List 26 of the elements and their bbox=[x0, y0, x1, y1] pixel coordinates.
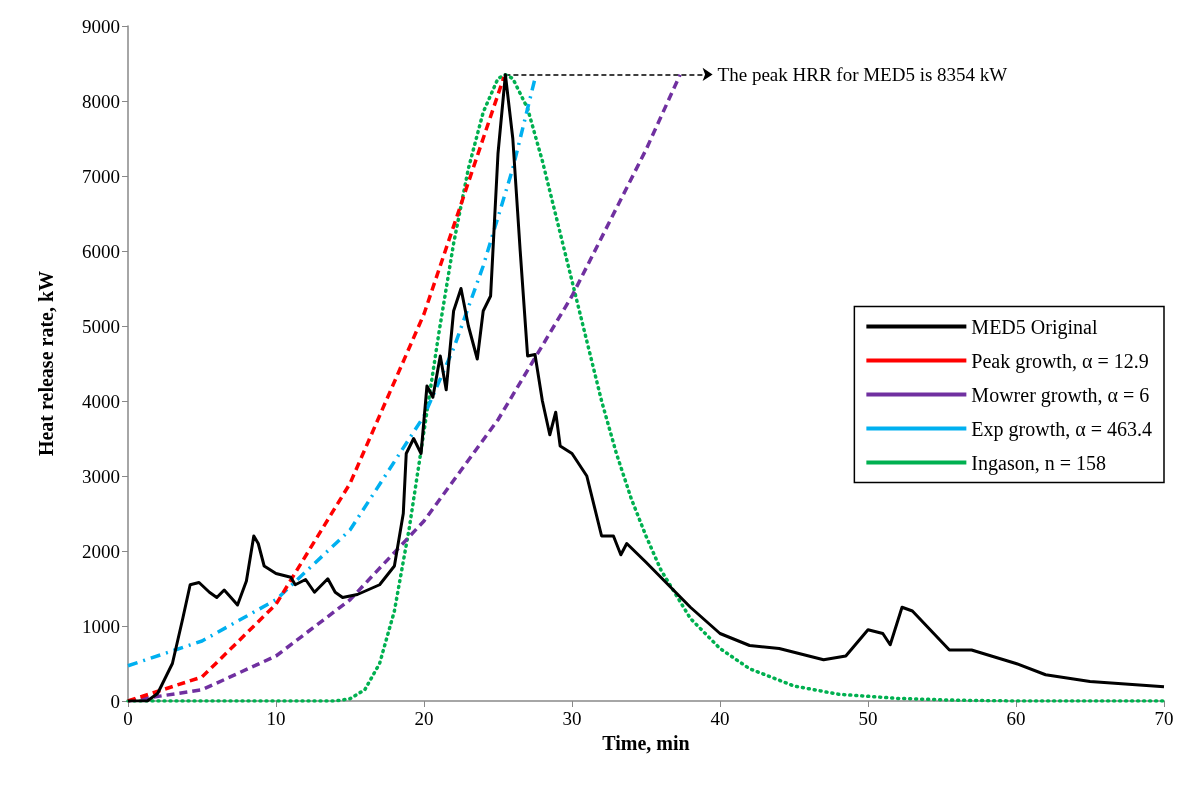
x-tick-label: 10 bbox=[266, 708, 286, 729]
y-tick-label: 3000 bbox=[82, 465, 120, 487]
y-tick-label: 2000 bbox=[82, 540, 120, 562]
x-tick-label: 60 bbox=[1006, 708, 1026, 729]
x-tick-label: 40 bbox=[710, 708, 730, 729]
x-axis-title: Time, min bbox=[602, 732, 690, 754]
y-tick-label: 9000 bbox=[82, 15, 120, 37]
y-tick-label: 7000 bbox=[82, 165, 120, 187]
legend-label: Exp growth, α = 463.4 bbox=[971, 417, 1153, 441]
legend-label: Ingason, n = 158 bbox=[971, 451, 1106, 475]
y-tick-label: 4000 bbox=[82, 390, 120, 412]
x-tick-label: 50 bbox=[858, 708, 878, 729]
annotation: The peak HRR for MED5 is 8354 kW bbox=[717, 63, 1008, 85]
x-tick-label: 30 bbox=[562, 708, 582, 729]
y-tick-label: 5000 bbox=[82, 315, 120, 337]
legend-label: Peak growth, α = 12.9 bbox=[971, 349, 1149, 373]
y-tick-label: 6000 bbox=[82, 240, 120, 262]
x-tick-label: 20 bbox=[414, 708, 434, 729]
x-tick-label: 0 bbox=[123, 708, 133, 729]
x-tick-label: 70 bbox=[1154, 708, 1174, 729]
y-axis-title: Heat release rate, kW bbox=[35, 270, 57, 457]
legend-label: MED5 Original bbox=[971, 315, 1098, 339]
y-tick-label: 8000 bbox=[82, 90, 120, 112]
y-tick-label: 1000 bbox=[82, 615, 120, 637]
legend-label: Mowrer growth, α = 6 bbox=[971, 383, 1150, 407]
y-tick-label: 0 bbox=[110, 690, 120, 712]
